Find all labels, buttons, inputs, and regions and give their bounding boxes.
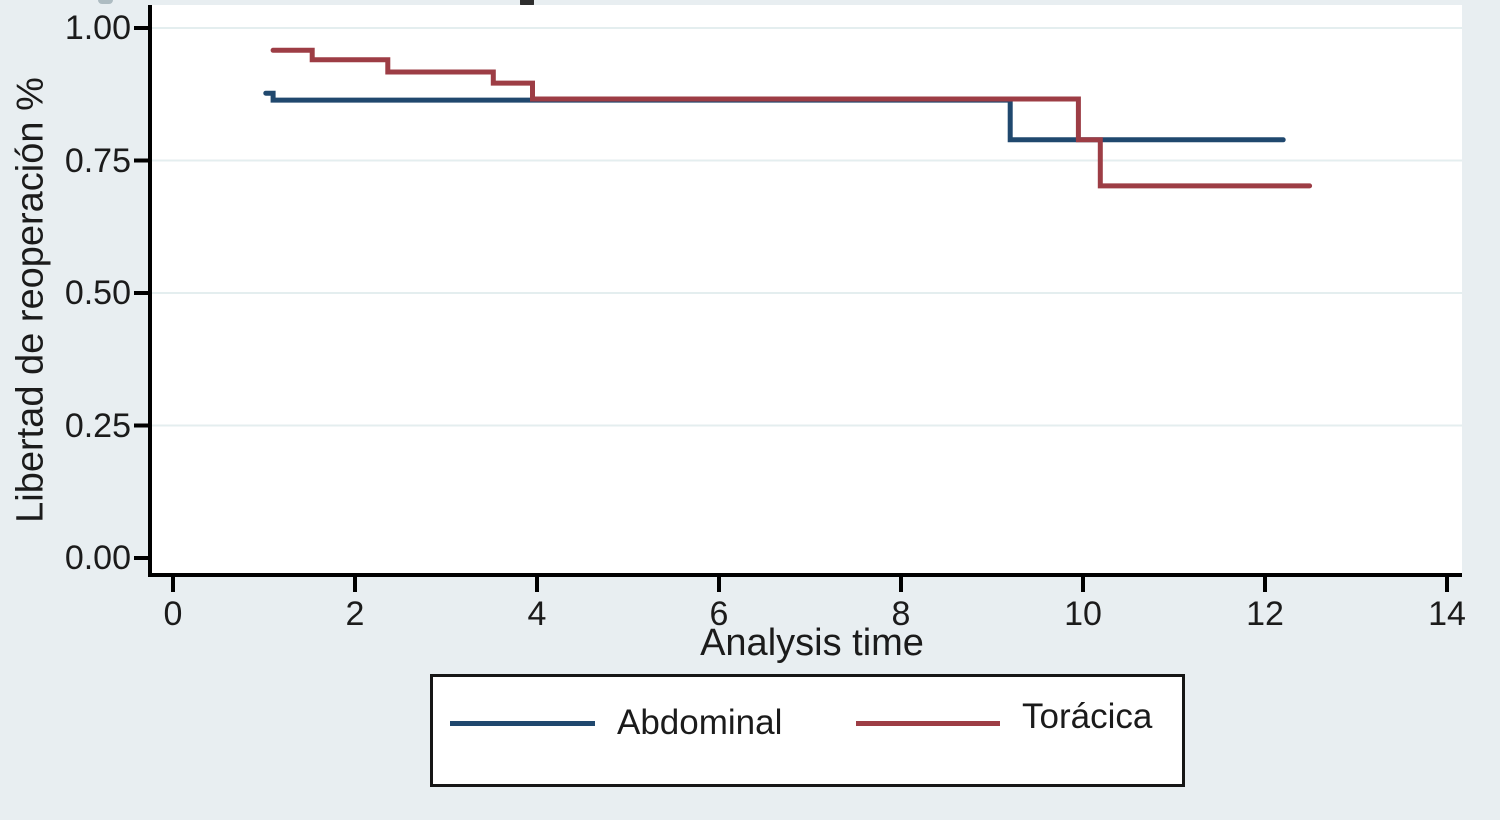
x-tick-label-8: 8 [891, 595, 911, 633]
x-tick-label-6: 6 [709, 595, 729, 633]
y-axis-title: Libertad de reoperación % [9, 77, 52, 523]
legend-label-toracica: Torácica [1022, 697, 1153, 736]
legend-swatch-abdominal [450, 721, 595, 726]
legend-label-abdominal: Abdominal [617, 703, 783, 742]
cropped-title-fragment-left [98, 0, 113, 4]
curve-toracica [270, 47, 1313, 189]
x-tick-label-12: 12 [1246, 595, 1284, 633]
cropped-title-fragment-right [520, 0, 534, 6]
x-tick-label-0: 0 [163, 595, 183, 633]
x-tick-label-4: 4 [527, 595, 547, 633]
legend-swatch-toracica [856, 721, 1000, 726]
y-tick-label-0.75: 0.75 [64, 141, 131, 180]
y-tick-label-0.25: 0.25 [64, 406, 131, 445]
x-tick-label-10: 10 [1064, 595, 1102, 633]
x-tick-label-14: 14 [1428, 595, 1466, 633]
legend: Abdominal Torácica [430, 674, 1185, 787]
y-tick-label-1.00: 1.00 [64, 9, 131, 47]
x-axis-title: Analysis time [700, 622, 924, 664]
y-tick-label-0.00: 0.00 [64, 539, 131, 577]
x-tick-label-2: 2 [345, 595, 365, 633]
y-tick-label-0.50: 0.50 [64, 274, 131, 312]
